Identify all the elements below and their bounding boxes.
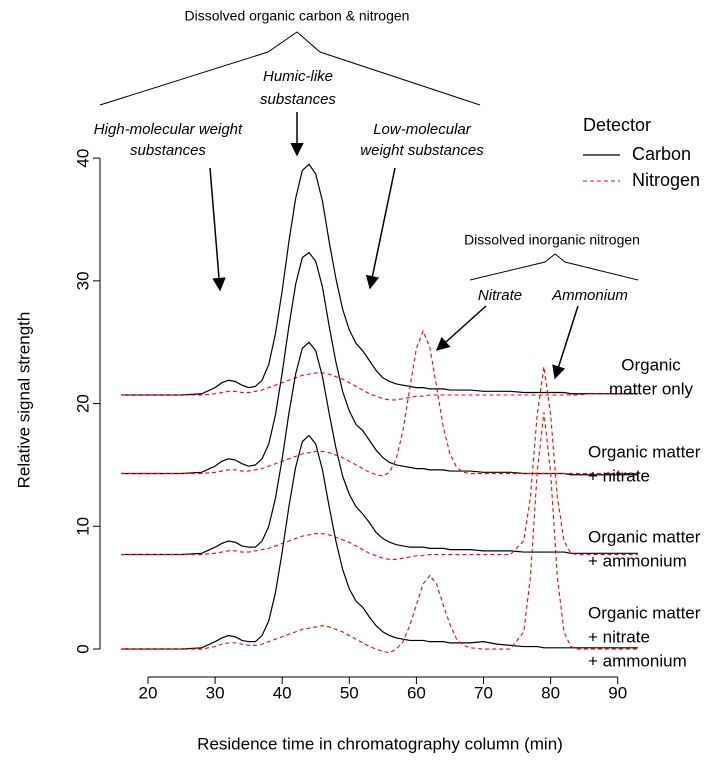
carbon-line [121,163,638,396]
sample-label: Organic matter [588,603,701,622]
y-tick-label: 0 [73,644,92,653]
sample-label: Organic matter [588,527,701,546]
sample-label: + nitrate [588,627,650,646]
nitrogen-line [121,366,638,560]
annotation: Humic-like [263,68,333,85]
x-tick-label: 30 [206,683,225,702]
bracket [99,31,481,106]
legend-label: Nitrogen [632,170,700,190]
x-tick-label: 70 [474,683,493,702]
x-tick-label: 80 [541,683,560,702]
sample-label: Organic [621,355,681,374]
sample-label: matter only [609,379,694,398]
annotation: weight substances [360,142,484,159]
annotations: Dissolved organic carbon & nitrogen Humi… [94,8,640,380]
y-tick-label: 10 [73,517,92,536]
bracket [469,253,639,281]
x-tick-label: 60 [407,683,426,702]
annotation: Dissolved inorganic nitrogen [464,232,640,248]
annotation: substances [130,142,206,159]
annotation: substances [260,91,336,108]
x-tick-label: 90 [608,683,627,702]
legend-title: Detector [583,115,651,135]
arrow [552,305,579,380]
y-tick-label: 30 [73,271,92,290]
annotation: Nitrate [478,287,522,304]
x-tick-label: 50 [340,683,359,702]
x-axis-label: Residence time in chromatography column … [197,734,563,753]
annotation: Ammonium [551,287,628,304]
y-axis-label: Relative signal strength [14,312,33,489]
annotation: Low-molecular [373,121,472,138]
y-tick-label: 40 [73,149,92,168]
x-tick-label: 40 [273,683,292,702]
sample-label: + ammonium [588,651,687,670]
carbon-line [121,434,638,650]
arrow [365,167,396,290]
arrow [209,167,226,292]
legend-label: Carbon [632,144,691,164]
sample-label: + ammonium [588,551,687,570]
carbon-line [121,341,638,556]
nitrogen-line [121,412,638,654]
x-tick-label: 20 [139,683,158,702]
arrow [435,305,487,351]
sample-label: Organic matter [588,442,701,461]
sample-label: + nitrate [588,466,650,485]
annotation: High-molecular weight [94,121,243,138]
carbon-line [121,251,638,476]
nitrogen-line [121,372,638,401]
y-tick-label: 20 [73,394,92,413]
chart-title: Dissolved organic carbon & nitrogen [185,8,410,24]
